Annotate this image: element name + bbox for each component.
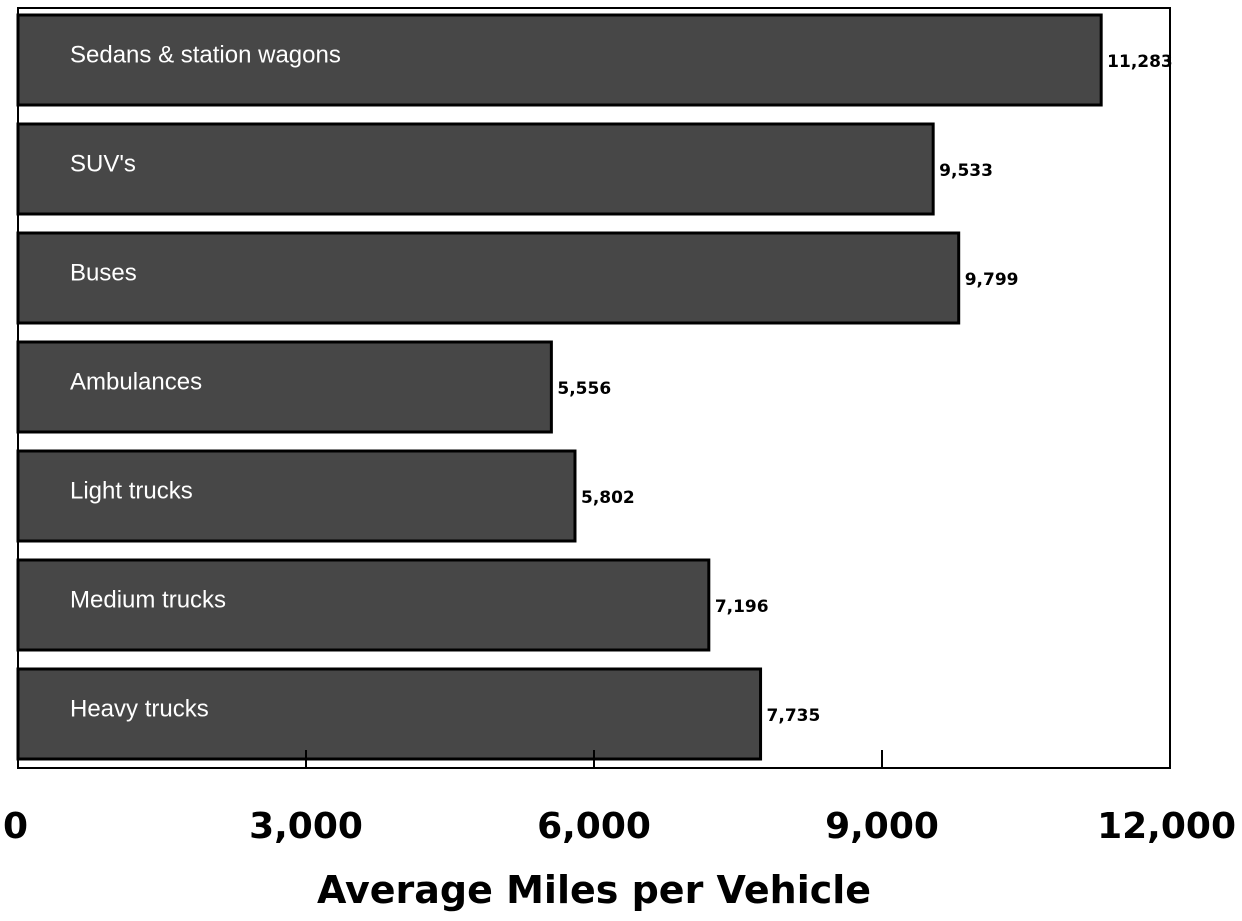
bar xyxy=(16,231,961,325)
bar xyxy=(16,558,711,652)
x-tick-label: 3,000 xyxy=(249,806,363,847)
bar-value-label: 5,802 xyxy=(581,488,635,508)
x-tick-label: 9,000 xyxy=(825,806,939,847)
bar xyxy=(16,13,1103,107)
bar xyxy=(16,449,577,543)
bar-category-label: Heavy trucks xyxy=(70,695,209,722)
bar-group: Ambulances 5,556 xyxy=(16,340,611,434)
bar-group: Medium trucks 7,196 xyxy=(16,558,769,652)
bar-group: Light trucks 5,802 xyxy=(16,449,635,543)
bar xyxy=(16,340,553,434)
bar-value-label: 7,196 xyxy=(715,597,769,617)
bar-category-label: Sedans & station wagons xyxy=(70,41,341,68)
x-tick-label: 6,000 xyxy=(537,806,651,847)
x-axis: 0 3,000 6,000 9,000 12,000 xyxy=(3,750,1236,847)
x-tick-label: 0 xyxy=(3,806,28,847)
bars-layer: Sedans & station wagons 11,283 SUV's 9,533 B… xyxy=(16,13,1173,761)
x-tick-label: 12,000 xyxy=(1097,806,1236,847)
bar xyxy=(16,667,763,761)
bar-category-label: Light trucks xyxy=(70,477,193,504)
bar-value-label: 11,283 xyxy=(1107,52,1173,72)
bar-group: Heavy trucks 7,735 xyxy=(16,667,821,761)
bar-category-label: Medium trucks xyxy=(70,586,226,613)
bar-group: SUV's 9,533 xyxy=(16,122,993,216)
bar-group: Buses 9,799 xyxy=(16,231,1019,325)
bar-category-label: Ambulances xyxy=(70,368,202,395)
bar-value-label: 7,735 xyxy=(767,706,821,726)
x-axis-title: Average Miles per Vehicle xyxy=(317,868,871,912)
bar-value-label: 9,799 xyxy=(965,270,1019,290)
bar-value-label: 9,533 xyxy=(939,161,993,181)
bar xyxy=(16,122,935,216)
bar-category-label: Buses xyxy=(70,259,137,286)
bar-value-label: 5,556 xyxy=(557,379,611,399)
bar-group: Sedans & station wagons 11,283 xyxy=(16,13,1173,107)
bar-category-label: SUV's xyxy=(70,150,136,177)
